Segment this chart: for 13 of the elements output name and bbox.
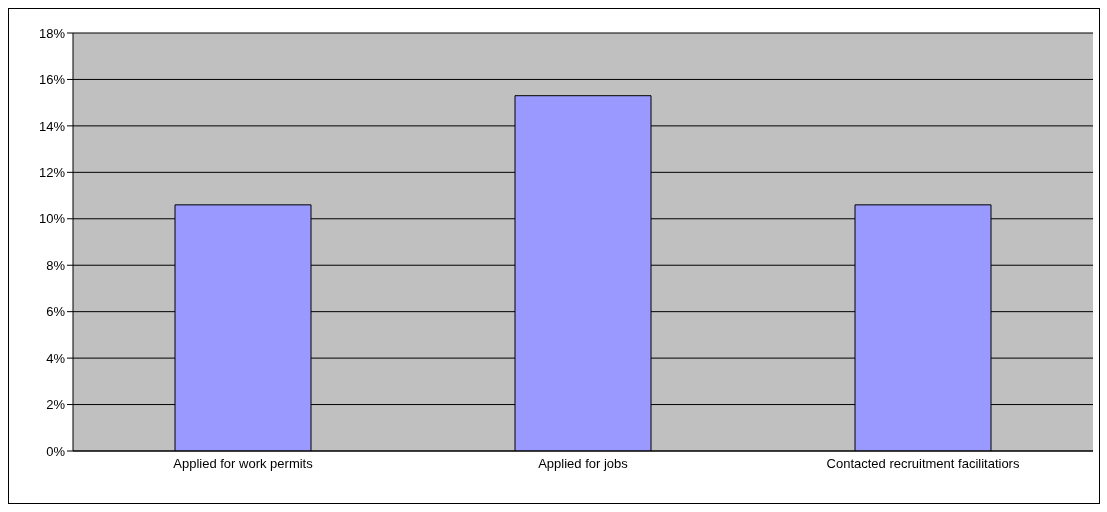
x-tick-label: Applied for work permits	[173, 456, 314, 472]
y-tick-label: 8%	[46, 257, 66, 273]
x-tick-label: Applied for jobs	[538, 456, 629, 472]
y-tick-label: 4%	[46, 350, 66, 366]
y-tick-label: 12%	[38, 164, 66, 180]
y-tick-label: 18%	[38, 25, 66, 41]
y-tick-label: 14%	[38, 118, 66, 134]
y-tick-label: 6%	[46, 304, 66, 320]
y-tick-label: 0%	[46, 443, 66, 459]
y-tick-label: 16%	[38, 72, 66, 88]
y-tick-label: 10%	[38, 211, 66, 227]
x-tick-label: Contacted recruitment facilitatiors	[826, 456, 1020, 472]
y-tick-label: 2%	[46, 397, 66, 413]
